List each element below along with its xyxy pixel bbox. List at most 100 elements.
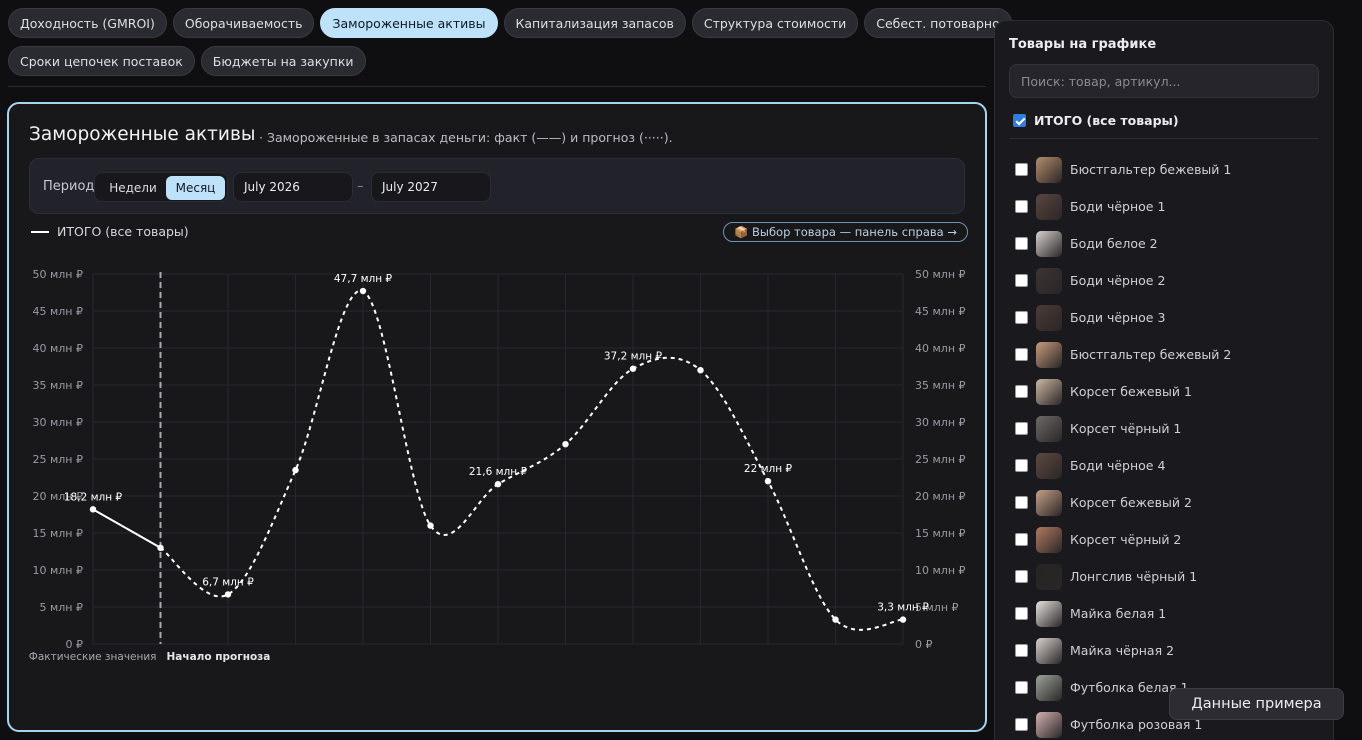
product-item[interactable]: Боди чёрное 2 — [1015, 262, 1325, 299]
tab-0[interactable]: Доходность (GMROI) — [8, 8, 167, 38]
period-to-input[interactable]: July 2027 — [371, 172, 491, 202]
product-checkbox[interactable] — [1015, 644, 1028, 657]
product-thumbnail — [1036, 415, 1062, 442]
product-item[interactable]: Футболка белая 1 — [1015, 669, 1325, 706]
product-name: Корсет бежевый 2 — [1070, 495, 1192, 510]
product-thumbnail — [1036, 267, 1062, 294]
y-tick-label-left: 5 млн ₽ — [39, 601, 83, 614]
product-checkbox[interactable] — [1015, 533, 1028, 546]
y-tick-label-left: 30 млн ₽ — [32, 416, 83, 429]
product-item[interactable]: Майка белая 1 — [1015, 595, 1325, 632]
panel-title: Замороженные активы — [29, 124, 256, 145]
product-thumbnail — [1036, 489, 1062, 516]
tab-row: Сроки цепочек поставок Бюджеты на закупки — [8, 46, 988, 76]
data-label: 21,6 млн ₽ — [469, 466, 528, 478]
y-tick-label-right: 0 ₽ — [915, 638, 933, 651]
product-item[interactable]: Боди белое 2 — [1015, 225, 1325, 262]
product-item[interactable]: Боди чёрное 3 — [1015, 299, 1325, 336]
product-checkbox[interactable] — [1015, 718, 1028, 731]
tab-6[interactable]: Сроки цепочек поставок — [8, 46, 195, 76]
total-checkbox[interactable] — [1013, 114, 1026, 127]
product-checkbox[interactable] — [1015, 348, 1028, 361]
product-name: Футболка белая 1 — [1070, 680, 1189, 695]
product-checkbox[interactable] — [1015, 385, 1028, 398]
y-tick-label-left: 20 млн ₽ — [32, 490, 83, 503]
product-thumbnail — [1036, 637, 1062, 664]
period-label: Период — [43, 179, 95, 194]
data-label: 47,7 млн ₽ — [334, 273, 393, 285]
product-checkbox[interactable] — [1015, 163, 1028, 176]
product-item[interactable]: Корсет бежевый 2 — [1015, 484, 1325, 521]
product-checkbox[interactable] — [1015, 311, 1028, 324]
data-point — [629, 365, 637, 372]
product-item[interactable]: Боди чёрное 4 — [1015, 447, 1325, 484]
data-point — [562, 441, 569, 448]
product-checkbox[interactable] — [1015, 681, 1028, 694]
data-point — [89, 506, 97, 513]
fact-line — [92, 508, 161, 549]
data-label: 18,2 млн ₽ — [64, 491, 123, 503]
product-checkbox[interactable] — [1015, 274, 1028, 287]
tab-1[interactable]: Оборачиваемость — [172, 8, 315, 38]
product-item[interactable]: Корсет бежевый 1 — [1015, 373, 1325, 410]
product-item[interactable]: Футболка розовая 1 — [1015, 706, 1325, 740]
y-tick-label-right: 35 млн ₽ — [915, 379, 966, 392]
product-item[interactable]: Корсет чёрный 1 — [1015, 410, 1325, 447]
data-label: 22 млн ₽ — [744, 463, 793, 475]
product-name: Корсет бежевый 1 — [1070, 384, 1192, 399]
panel-subtitle: · Замороженные в запасах деньги: факт (—… — [259, 130, 673, 145]
tab-4[interactable]: Структура стоимости — [691, 8, 859, 38]
forecast-line — [159, 289, 904, 631]
y-tick-label-right: 25 млн ₽ — [915, 453, 966, 466]
product-name: Корсет чёрный 1 — [1070, 421, 1182, 436]
period-from-input[interactable]: July 2026 — [233, 172, 353, 202]
y-tick-label-right: 30 млн ₽ — [915, 416, 966, 429]
product-thumbnail — [1036, 193, 1062, 220]
data-point — [157, 544, 164, 551]
product-select-hint[interactable]: 📦 Выбор товара — панель справа → — [723, 222, 968, 242]
forecast-start-label: Начало прогноза — [167, 651, 271, 663]
product-thumbnail — [1036, 378, 1062, 405]
tabs-divider — [8, 86, 986, 87]
weeks-button[interactable]: Недели — [109, 181, 157, 195]
y-tick-label-left: 50 млн ₽ — [32, 268, 83, 281]
product-thumbnail — [1036, 674, 1062, 701]
y-tick-label-right: 45 млн ₽ — [915, 305, 966, 318]
y-tick-label-left: 35 млн ₽ — [32, 379, 83, 392]
product-name: Боди чёрное 1 — [1070, 199, 1166, 214]
product-item[interactable]: Лонгслив чёрный 1 — [1015, 558, 1325, 595]
product-item[interactable]: Бюстгальтер бежевый 2 — [1015, 336, 1325, 373]
product-checkbox[interactable] — [1015, 496, 1028, 509]
product-checkbox[interactable] — [1015, 570, 1028, 583]
tab-3[interactable]: Капитализация запасов — [503, 8, 686, 38]
legend-line-swatch — [31, 230, 49, 233]
product-item[interactable]: Майка чёрная 2 — [1015, 632, 1325, 669]
product-name: Корсет чёрный 2 — [1070, 532, 1182, 547]
data-point — [764, 478, 772, 485]
product-search-input[interactable] — [1009, 64, 1319, 98]
product-name: Боди белое 2 — [1070, 236, 1158, 251]
tab-5[interactable]: Себест. потоварно — [864, 8, 1012, 38]
product-thumbnail — [1036, 600, 1062, 627]
product-item[interactable]: Корсет чёрный 2 — [1015, 521, 1325, 558]
data-point — [899, 616, 907, 623]
tab-2[interactable]: Замороженные активы — [320, 8, 498, 38]
y-tick-label-left: 15 млн ₽ — [32, 527, 83, 540]
product-thumbnail — [1036, 230, 1062, 257]
month-button[interactable]: Месяц — [166, 176, 225, 200]
product-thumbnail — [1036, 304, 1062, 331]
data-point — [359, 287, 367, 295]
chart-legend-item[interactable]: ИТОГО (все товары) — [31, 224, 189, 239]
fact-values-label: Фактические значения — [29, 651, 157, 663]
product-checkbox[interactable] — [1015, 607, 1028, 620]
product-checkbox[interactable] — [1015, 237, 1028, 250]
product-checkbox[interactable] — [1015, 422, 1028, 435]
product-checkbox[interactable] — [1015, 459, 1028, 472]
product-thumbnail — [1036, 452, 1062, 479]
tab-7[interactable]: Бюджеты на закупки — [200, 46, 366, 76]
product-item[interactable]: Боди чёрное 1 — [1015, 188, 1325, 225]
data-point — [494, 480, 502, 488]
total-toggle[interactable]: ИТОГО (все товары) — [1013, 113, 1179, 128]
product-item[interactable]: Бюстгальтер бежевый 1 — [1015, 151, 1325, 188]
product-checkbox[interactable] — [1015, 200, 1028, 213]
